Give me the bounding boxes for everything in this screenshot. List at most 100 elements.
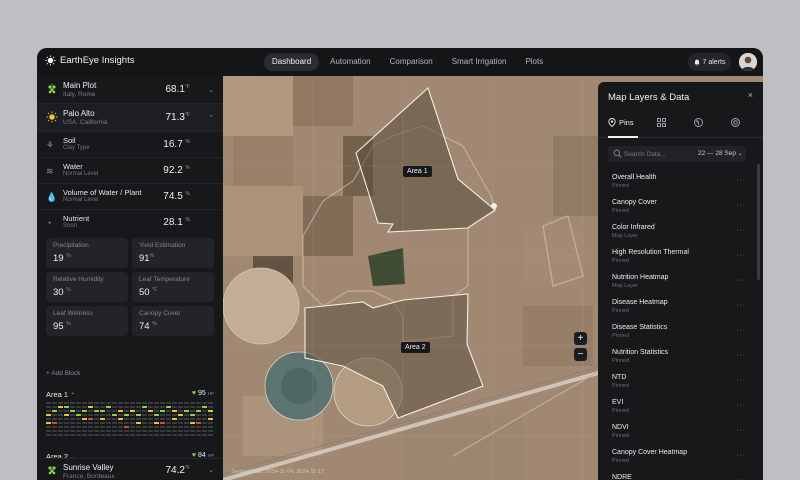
nav-comparison[interactable]: Comparison [389, 57, 433, 66]
health-bar-segment [76, 426, 81, 428]
tab-sprout[interactable] [694, 118, 703, 127]
card-precipitation[interactable]: Precipitation 19 % [46, 238, 128, 268]
layer-name: Nutrition Heatmap [612, 274, 669, 281]
layer-item[interactable]: NDVI Pinned ··· [598, 419, 763, 444]
target-icon [731, 118, 740, 127]
health-bar-segment [166, 426, 171, 428]
zoom-out-button[interactable]: − [574, 348, 587, 361]
health-bar-segment [118, 430, 123, 432]
more-options-icon[interactable]: ··· [736, 327, 745, 334]
health-bar-segment [124, 422, 129, 424]
chevron-down-icon[interactable]: ⌄ [208, 467, 214, 474]
layer-item[interactable]: EVI Pinned ··· [598, 394, 763, 419]
health-bar-segment [196, 426, 201, 428]
zoom-in-button[interactable]: + [574, 332, 587, 345]
health-bar-segment [58, 434, 63, 436]
metric-volume-water[interactable]: 💧 Volume of Water / Plant Normal Level 7… [37, 184, 223, 210]
health-bar-segment [58, 422, 63, 424]
card-yield-estimation[interactable]: Yield Estimation 91% [132, 238, 214, 268]
logo-icon [45, 55, 56, 66]
chevron-down-icon[interactable]: ⌄ [208, 87, 214, 94]
health-bar-segment [58, 402, 63, 404]
more-options-icon[interactable]: ··· [736, 202, 745, 209]
health-bar-segment [46, 434, 51, 436]
alerts-label: 7 alerts [702, 58, 726, 66]
alerts-button[interactable]: 7 alerts [688, 53, 731, 71]
card-relative-humidity[interactable]: Relative Humidity 30 % [46, 272, 128, 302]
layer-item[interactable]: NTD Pinned ··· [598, 369, 763, 394]
health-bar-segment [208, 414, 213, 416]
health-bar-segment [46, 414, 51, 416]
layer-item[interactable]: NDREPinned··· [598, 469, 763, 480]
layer-item[interactable]: Disease Heatmap Pinned ··· [598, 294, 763, 319]
health-bar-segment [172, 426, 177, 428]
area-1-label[interactable]: Area 1 [403, 166, 432, 177]
layer-item[interactable]: Canopy Cover Pinned ··· [598, 194, 763, 219]
close-icon[interactable]: × [747, 90, 753, 100]
layer-item[interactable]: Color Infrared Map Layer ··· [598, 219, 763, 244]
health-bar-segment [184, 426, 189, 428]
metric-soil[interactable]: ⚘ Soil Clay Type 16.7 % [37, 132, 223, 158]
card-leaf-temperature[interactable]: Leaf Temperature 50 °F [132, 272, 214, 302]
health-bar-segment [190, 422, 195, 424]
health-bar-segment [64, 402, 69, 404]
layer-item[interactable]: Disease Statistics Pinned ··· [598, 319, 763, 344]
app-logo[interactable]: EarthEye Insights [45, 55, 134, 66]
area-2-label[interactable]: Area 2 [401, 342, 430, 353]
health-bar-segment [208, 430, 213, 432]
more-options-icon[interactable]: ··· [736, 352, 745, 359]
date-range-select[interactable]: 22 — 28 Sep ⌄ [698, 150, 743, 157]
health-bar-segment [46, 430, 51, 432]
nav-smart-irrigation[interactable]: Smart Irrigation [451, 57, 507, 66]
area-1-header[interactable]: Area 1 ⌃ [46, 390, 76, 399]
layer-item[interactable]: Nutrition Statistics Pinned ··· [598, 344, 763, 369]
add-block-button[interactable]: + Add Block [46, 370, 81, 377]
plot-row-main[interactable]: Main Plot Italy, Rome 68.1°F ⌄ [37, 76, 223, 104]
health-bar-segment [76, 402, 81, 404]
health-bar-segment [88, 426, 93, 428]
more-options-icon[interactable]: ··· [736, 227, 745, 234]
more-options-icon[interactable]: ··· [736, 277, 745, 284]
health-bar-segment [178, 402, 183, 404]
metric-sub: Clay Type [63, 145, 90, 151]
layer-item[interactable]: Canopy Cover Heatmap Pinned ··· [598, 444, 763, 469]
health-bar-segment [82, 414, 87, 416]
more-options-icon[interactable]: ··· [736, 452, 745, 459]
health-bar-segment [70, 434, 75, 436]
metric-value: 16.7 % [163, 139, 190, 150]
plot-row-palo-alto[interactable]: Palo Alto USA, California 71.3°F ⌃ [37, 104, 223, 132]
health-bar-segment [94, 418, 99, 420]
more-options-icon[interactable]: ··· [736, 377, 745, 384]
nav-automation[interactable]: Automation [330, 57, 371, 66]
more-options-icon[interactable]: ··· [736, 302, 745, 309]
search-input[interactable] [624, 148, 694, 160]
more-options-icon[interactable]: ··· [736, 252, 745, 259]
health-bar-segment [160, 418, 165, 420]
metric-nutrient[interactable]: ◔ Nutrient Soon 28.1 % [37, 210, 223, 236]
layer-name: NDVI [612, 424, 629, 431]
layer-item[interactable]: Overall Health Pinned ··· [598, 169, 763, 194]
tab-grid[interactable] [657, 118, 666, 127]
nav-dashboard[interactable]: Dashboard [264, 53, 320, 71]
card-leaf-wetness[interactable]: Leaf Wetness 95 % [46, 306, 128, 336]
health-bar-segment [130, 414, 135, 416]
chevron-up-icon[interactable]: ⌃ [208, 115, 214, 122]
more-options-icon[interactable]: ··· [736, 177, 745, 184]
health-bar-segment [190, 418, 195, 420]
more-options-icon[interactable]: ··· [737, 477, 746, 480]
health-bar-segment [58, 410, 63, 412]
metric-water[interactable]: ≋ Water Normal Level 92.2 % [37, 158, 223, 184]
health-bar-segment [52, 406, 57, 408]
tab-target[interactable] [731, 118, 740, 127]
card-canopy-cover[interactable]: Canopy Cover 74 % [132, 306, 214, 336]
tab-pins[interactable]: Pins [608, 118, 634, 127]
nav-plots[interactable]: Plots [525, 57, 544, 66]
more-options-icon[interactable]: ··· [736, 402, 745, 409]
more-options-icon[interactable]: ··· [736, 427, 745, 434]
plot-location: France, Bordeaux [63, 473, 115, 480]
layer-item[interactable]: High Resolution Thermal Pinned ··· [598, 244, 763, 269]
layer-item[interactable]: Nutrition Heatmap Map Layer ··· [598, 269, 763, 294]
plot-row-sunrise-valley[interactable]: Sunrise Valley France, Bordeaux 74.2°F ⌄ [37, 458, 223, 480]
panel-scrollbar[interactable] [757, 164, 760, 280]
avatar[interactable] [739, 53, 757, 71]
